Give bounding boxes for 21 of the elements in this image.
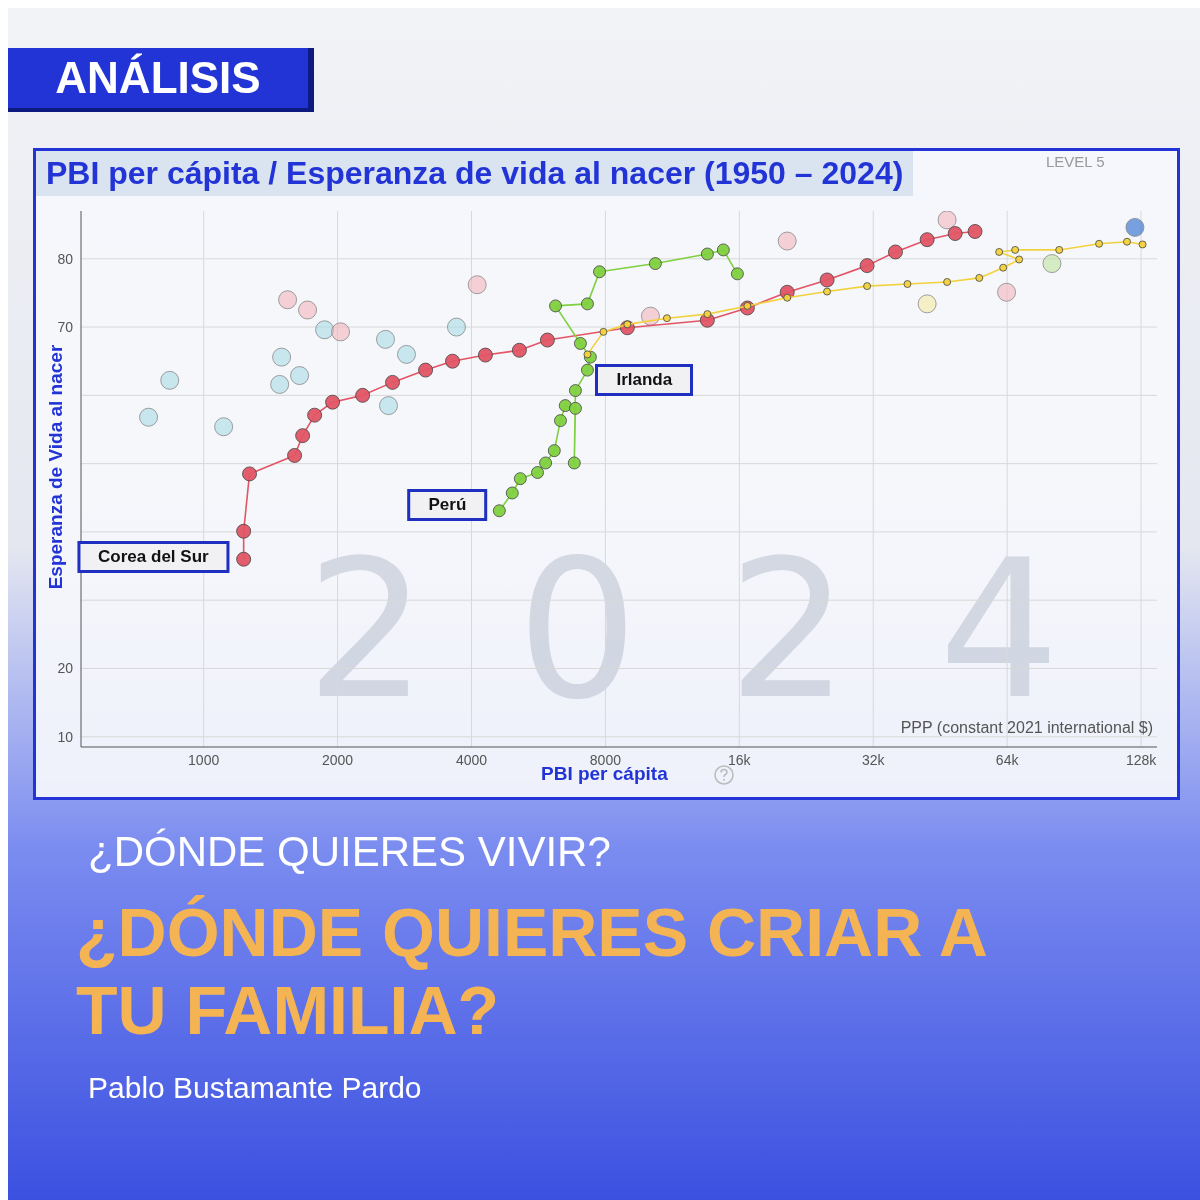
- text: Pablo Bustamante Pardo: [88, 1071, 422, 1105]
- x-tick-label: 32k: [861, 751, 886, 768]
- annotation: Corea del Sur: [77, 541, 230, 574]
- text: ¿DÓNDE QUIERES CRIAR A TU FAMILIA?: [76, 893, 987, 1049]
- annotation: Perú: [407, 488, 488, 521]
- y-tick-label: 20: [57, 660, 74, 677]
- y-tick-label: 80: [57, 250, 74, 267]
- x-tick-label: 4000: [455, 751, 488, 768]
- annotation: Irlanda: [595, 364, 694, 397]
- y-axis-title: Esperanza de Vida al nacer: [45, 344, 66, 590]
- chart-title: PBI per cápita / Esperanza de vida al nacer (1950 – 2024): [36, 151, 914, 196]
- x-tick-label: 16k: [728, 751, 752, 768]
- text: LEVEL 5: [1046, 153, 1105, 170]
- x-tick-label: 8000: [589, 751, 622, 768]
- x-tick-label: 2000: [322, 751, 354, 768]
- text: ¿DÓNDE QUIERES VIVIR?: [88, 828, 611, 876]
- x-tick-label: 64k: [995, 751, 1020, 768]
- x-tick-label: 1000: [188, 751, 220, 768]
- y-tick-label: 10: [57, 728, 74, 745]
- x-tick-label: 128k: [1125, 751, 1158, 768]
- y-tick-label: 70: [57, 319, 74, 336]
